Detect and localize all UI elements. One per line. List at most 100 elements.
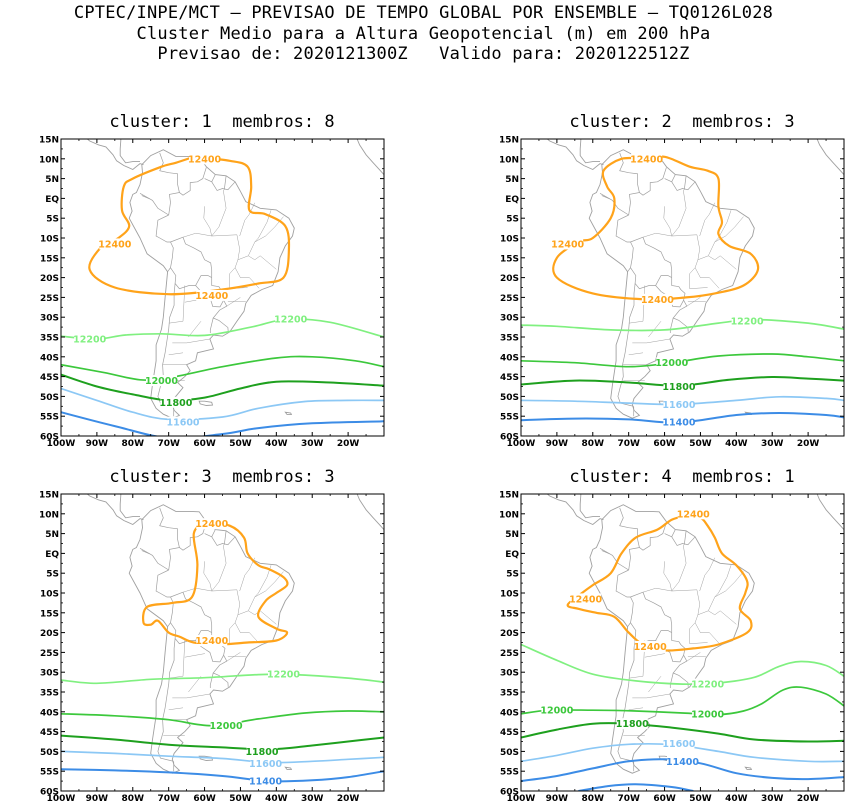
country-border [601,550,610,555]
state-border [226,652,241,662]
isoline-11800 [61,373,384,402]
lat-tick-label: 15N [499,136,519,146]
contour-label-bg [250,757,282,769]
panel-3-title: cluster: 3 membros: 3 [109,467,335,487]
isoline-12000 [521,686,844,716]
country-border [630,591,673,633]
state-border [229,622,236,629]
contour-label-bg [246,745,278,757]
country-border [170,591,213,633]
country-border [628,522,667,571]
isoline-11400 [61,768,384,783]
lat-tick-label: EQ [45,550,59,560]
coastline [816,494,844,531]
coastline [86,494,144,526]
state-border [239,202,256,237]
coastline [588,149,755,419]
lat-tick-label: 5N [45,175,59,185]
state-border [172,693,210,699]
lat-tick-label: 35S [40,689,59,699]
lon-tick-label: 60W [193,439,216,449]
contour-label-bg [196,635,228,647]
country-border [159,152,180,193]
state-border [237,610,249,616]
contour-label-bg [167,416,199,428]
lat-tick-label: 60S [40,788,59,798]
contour-label-bg [570,593,602,605]
isoline-11400 [521,411,844,424]
contour-label-bg [677,508,709,520]
state-border [628,352,644,356]
coastline [119,494,140,519]
contour-label: 12000 [655,358,688,369]
state-border [229,267,236,274]
state-border [707,216,744,261]
contour-label-bg [196,289,228,301]
lon-tick-label: 100W [47,439,76,449]
contour-label: 12200 [691,680,724,691]
country-border [683,530,687,545]
country-border [617,283,636,407]
lat-tick-label: 5S [506,570,519,580]
coastline [128,504,295,774]
lat-tick-label: 25S [40,649,59,659]
state-border [686,652,701,662]
map-panel-4: 12400 12400 12400 12200 12000 12000 11800 11600… [499,491,845,803]
lat-tick-label: 5N [45,530,59,540]
isoline-11600 [521,395,844,406]
coastline [546,139,604,171]
contour-label: 12400 [188,154,221,165]
isoline-11400 [578,783,694,791]
contour-label: 12000 [540,705,573,716]
country-border [619,507,640,548]
lon-tick-label: 60W [653,439,676,449]
lon-tick-label: 50W [229,794,252,803]
isoline-12200 [61,673,384,685]
country-border [155,214,171,243]
island-outline [744,766,753,771]
isoline-12200 [61,318,384,340]
lon-tick-label: 70W [157,794,180,803]
lat-tick-label: 5S [46,570,59,580]
state-border [671,234,700,268]
contour-label: 12400 [641,295,674,306]
state-border [211,189,227,237]
lon-tick-label: 50W [689,439,712,449]
contour-label: 12200 [267,670,300,681]
country-border [168,522,207,571]
lat-tick-label: 45S [40,728,59,738]
state-border [182,587,212,593]
country-border [170,267,212,290]
lat-tick-label: 55S [500,413,519,423]
lat-tick-label: 55S [40,413,59,423]
country-border [615,569,631,598]
country-border [617,638,636,762]
lat-tick-label: 10N [499,155,519,165]
contour-label-bg [99,238,131,250]
country-border [619,152,640,193]
lat-tick-label: 50S [40,748,59,758]
lat-tick-label: 25S [40,294,59,304]
lon-tick-label: 90W [86,439,109,449]
country-border [664,178,696,191]
contour-label-bg [631,153,663,165]
contour-label: 12400 [634,642,667,653]
lon-tick-label: 50W [689,794,712,803]
state-border [707,571,744,616]
contour-label: 11400 [666,757,699,768]
lon-tick-label: 90W [86,794,109,803]
country-border [167,241,174,272]
contour-label: 11800 [245,747,278,758]
lat-tick-label: 10N [499,510,519,520]
country-border [601,195,610,200]
contour-label-bg [663,416,695,428]
lon-tick-label: 70W [617,439,640,449]
country-border [683,175,687,190]
contour-label: 11600 [166,418,199,429]
lat-tick-label: 50S [500,748,519,758]
lon-tick-label: 70W [617,794,640,803]
coastline [356,494,384,531]
state-border [644,653,665,658]
isoline-11600 [61,387,384,421]
contour-label-bg [275,313,307,325]
